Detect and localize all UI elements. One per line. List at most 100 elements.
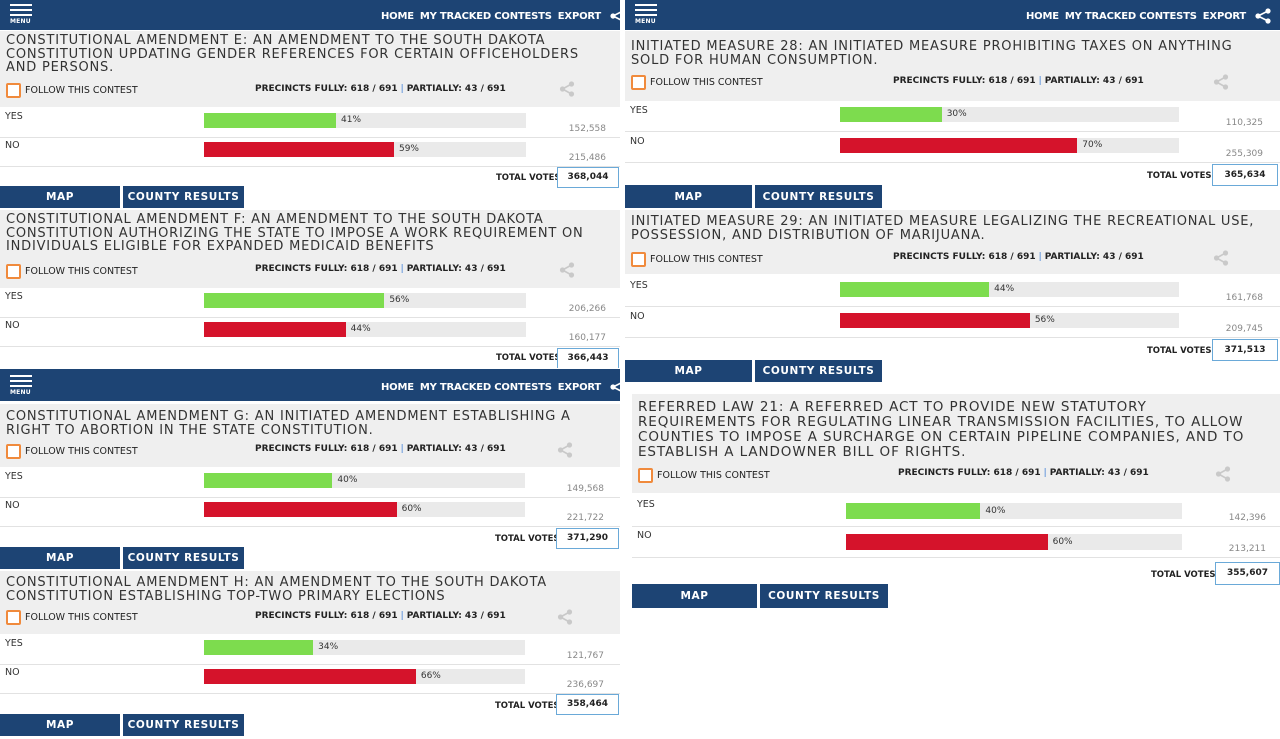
yes-votes: 152,558 [568,124,606,134]
nav-export-link[interactable]: EXPORT [1202,11,1247,22]
map-button[interactable]: MAP [0,186,120,208]
follow-checkbox[interactable] [6,444,21,459]
precincts-fully: PRECINCTS FULLY: 618 / 691 [255,611,398,621]
yes-percent: 56% [389,295,410,305]
vote-bar-track: 60% [204,502,525,517]
county-results-button[interactable]: COUNTY RESULTS [755,185,882,208]
follow-contest[interactable]: FOLLOW THIS CONTEST [638,468,770,483]
no-bar [840,138,1078,153]
precincts-status: PRECINCTS FULLY: 618 / 691 | PARTIALLY: 43… [893,76,1144,86]
no-label: NO [630,311,645,322]
follow-contest[interactable]: FOLLOW THIS CONTEST [631,75,763,90]
total-votes-value: 355,607 [1215,562,1280,585]
map-button[interactable]: MAP [625,185,752,208]
map-button[interactable]: MAP [625,360,752,382]
contest-header: Constitutional Amendment F: An amendment… [0,210,620,288]
share-icon[interactable] [559,81,575,97]
share-icon[interactable] [609,379,627,395]
follow-contest[interactable]: FOLLOW THIS CONTEST [631,252,763,267]
follow-checkbox[interactable] [6,264,21,279]
no-percent: 59% [398,144,419,154]
follow-label: FOLLOW THIS CONTEST [25,266,138,277]
total-votes-value: 358,464 [556,694,619,715]
nav-export-link[interactable]: EXPORT [557,382,602,393]
county-results-button[interactable]: COUNTY RESULTS [123,547,244,569]
nav-tracked-link[interactable]: MY TRACKED CONTESTS [419,382,552,393]
follow-checkbox[interactable] [6,610,21,625]
share-icon[interactable] [1213,74,1229,90]
vote-bar-track: 44% [204,322,526,337]
vote-bar-track: 41% [204,113,526,128]
yes-bar [204,293,385,308]
nav-tracked-link[interactable]: MY TRACKED CONTESTS [419,11,552,22]
yes-row: YES 34% 121,767 [0,635,620,665]
nav-tracked-link[interactable]: MY TRACKED CONTESTS [1064,11,1197,22]
contest-panel: Constitutional Amendment H: An amendment… [0,571,620,736]
county-results-button[interactable]: COUNTY RESULTS [123,714,244,736]
county-results-button[interactable]: COUNTY RESULTS [755,360,882,382]
follow-contest[interactable]: FOLLOW THIS CONTEST [6,610,138,625]
nav-home-link[interactable]: HOME [1026,11,1059,22]
yes-votes: 149,568 [566,484,604,494]
contest-header: Initiated Measure 28: An initiated measu… [625,31,1280,101]
follow-checkbox[interactable] [631,252,646,267]
nav-home-link[interactable]: HOME [381,382,414,393]
menu-label: MENU [10,18,31,25]
nav-home-link[interactable]: HOME [381,11,414,22]
total-votes-value: 365,634 [1212,164,1278,186]
precincts-partially: PARTIALLY: 43 / 691 [406,444,506,454]
search-icon[interactable] [635,380,649,394]
contest-panel: Constitutional Amendment E: An amendment… [0,31,620,208]
contest-title: Constitutional Amendment F: An amendment… [6,212,584,255]
share-icon[interactable] [559,262,575,278]
total-votes-label: TOTAL VOTES [1151,570,1216,580]
menu-button[interactable]: MENU [635,4,657,25]
total-votes-value: 366,443 [557,348,619,368]
map-button[interactable]: MAP [632,584,757,608]
no-votes: 209,745 [1225,324,1263,334]
yes-votes: 206,266 [568,304,606,314]
yes-votes: 142,396 [1228,513,1266,523]
no-label: NO [630,136,645,147]
yes-label: YES [630,280,648,291]
county-results-button[interactable]: COUNTY RESULTS [760,584,888,608]
contest-panel: Constitutional Amendment G: An initiated… [0,404,620,569]
total-votes-value: 371,513 [1212,339,1278,361]
follow-label: FOLLOW THIS CONTEST [25,446,138,457]
contest-title: Initiated Measure 29: An initiated measu… [631,214,1255,243]
nav-export-link[interactable]: EXPORT [557,11,602,22]
follow-checkbox[interactable] [6,83,21,98]
no-percent: 70% [1082,140,1103,150]
no-bar [846,534,1048,550]
follow-checkbox[interactable] [638,468,653,483]
share-icon[interactable] [1215,466,1231,482]
no-votes: 236,697 [566,680,604,690]
share-icon[interactable] [1254,8,1272,24]
yes-row: YES 44% 161,768 [625,277,1280,307]
no-bar [204,502,397,517]
share-icon[interactable] [557,609,573,625]
no-row: NO 60% 213,211 [632,527,1280,558]
menu-button[interactable]: MENU [10,4,32,25]
share-icon[interactable] [609,8,627,24]
total-votes-label: TOTAL VOTES [496,353,561,363]
county-results-button[interactable]: COUNTY RESULTS [123,186,244,208]
follow-label: FOLLOW THIS CONTEST [25,85,138,96]
map-button[interactable]: MAP [0,714,120,736]
no-row: NO 70% 255,309 [625,133,1280,163]
follow-checkbox[interactable] [631,75,646,90]
follow-contest[interactable]: FOLLOW THIS CONTEST [6,444,138,459]
follow-contest[interactable]: FOLLOW THIS CONTEST [6,83,138,98]
follow-contest[interactable]: FOLLOW THIS CONTEST [6,264,138,279]
precincts-partially: PARTIALLY: 43 / 691 [406,84,506,94]
map-button[interactable]: MAP [0,547,120,569]
contest-title: Constitutional Amendment G: An initiated… [6,409,571,438]
precincts-fully: PRECINCTS FULLY: 618 / 691 [893,76,1036,86]
share-icon[interactable] [1213,250,1229,266]
yes-label: YES [5,638,23,649]
no-row: NO 66% 236,697 [0,664,620,694]
yes-bar [840,282,990,297]
no-bar [204,142,394,157]
menu-button[interactable]: MENU [10,375,32,396]
share-icon[interactable] [557,442,573,458]
